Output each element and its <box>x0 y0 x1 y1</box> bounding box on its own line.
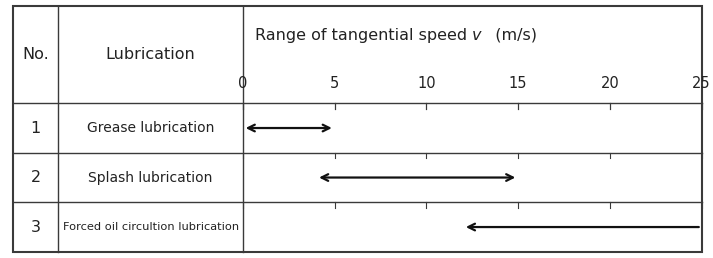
Text: 15: 15 <box>509 76 528 91</box>
Text: (m/s): (m/s) <box>485 28 537 43</box>
Text: 5: 5 <box>330 76 339 91</box>
Text: 2: 2 <box>31 170 41 185</box>
Text: Grease lubrication: Grease lubrication <box>87 121 215 135</box>
Text: 20: 20 <box>600 76 619 91</box>
Text: 25: 25 <box>692 76 711 91</box>
Text: Splash lubrication: Splash lubrication <box>88 171 212 184</box>
Text: No.: No. <box>22 47 49 62</box>
Text: v: v <box>472 28 482 43</box>
Text: Lubrication: Lubrication <box>106 47 195 62</box>
Text: Forced oil circultion lubrication: Forced oil circultion lubrication <box>63 222 239 232</box>
Text: 1: 1 <box>31 120 41 135</box>
Text: 0: 0 <box>238 76 247 91</box>
Text: 10: 10 <box>417 76 436 91</box>
Text: Range of tangential speed: Range of tangential speed <box>255 28 472 43</box>
Text: 3: 3 <box>31 220 41 235</box>
